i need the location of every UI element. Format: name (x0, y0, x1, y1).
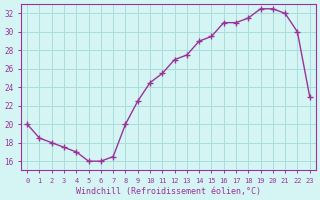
X-axis label: Windchill (Refroidissement éolien,°C): Windchill (Refroidissement éolien,°C) (76, 187, 261, 196)
